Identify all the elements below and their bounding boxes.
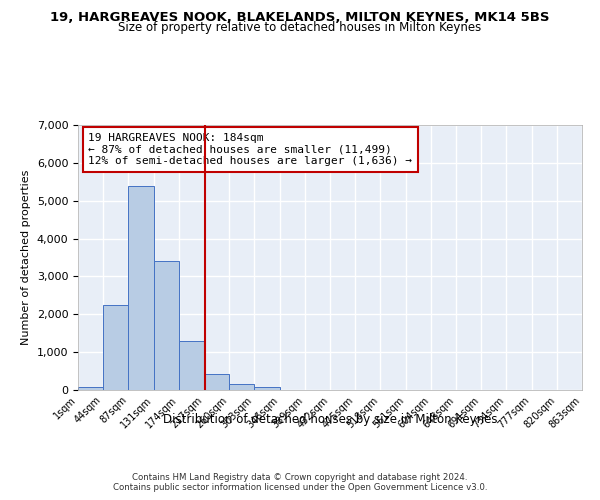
Y-axis label: Number of detached properties: Number of detached properties bbox=[21, 170, 31, 345]
Text: 19 HARGREAVES NOOK: 184sqm
← 87% of detached houses are smaller (11,499)
12% of : 19 HARGREAVES NOOK: 184sqm ← 87% of deta… bbox=[88, 133, 412, 166]
Bar bbox=[204, 374, 229, 390]
Text: Contains public sector information licensed under the Open Government Licence v3: Contains public sector information licen… bbox=[113, 482, 487, 492]
Text: Distribution of detached houses by size in Milton Keynes: Distribution of detached houses by size … bbox=[163, 412, 497, 426]
Bar bbox=[128, 186, 154, 390]
Bar bbox=[78, 387, 103, 390]
Bar bbox=[179, 341, 204, 390]
Bar bbox=[229, 384, 254, 390]
Text: Size of property relative to detached houses in Milton Keynes: Size of property relative to detached ho… bbox=[118, 22, 482, 35]
Bar bbox=[254, 387, 280, 390]
Text: 19, HARGREAVES NOOK, BLAKELANDS, MILTON KEYNES, MK14 5BS: 19, HARGREAVES NOOK, BLAKELANDS, MILTON … bbox=[50, 11, 550, 24]
Text: Contains HM Land Registry data © Crown copyright and database right 2024.: Contains HM Land Registry data © Crown c… bbox=[132, 472, 468, 482]
Bar bbox=[154, 262, 179, 390]
Bar bbox=[103, 305, 128, 390]
